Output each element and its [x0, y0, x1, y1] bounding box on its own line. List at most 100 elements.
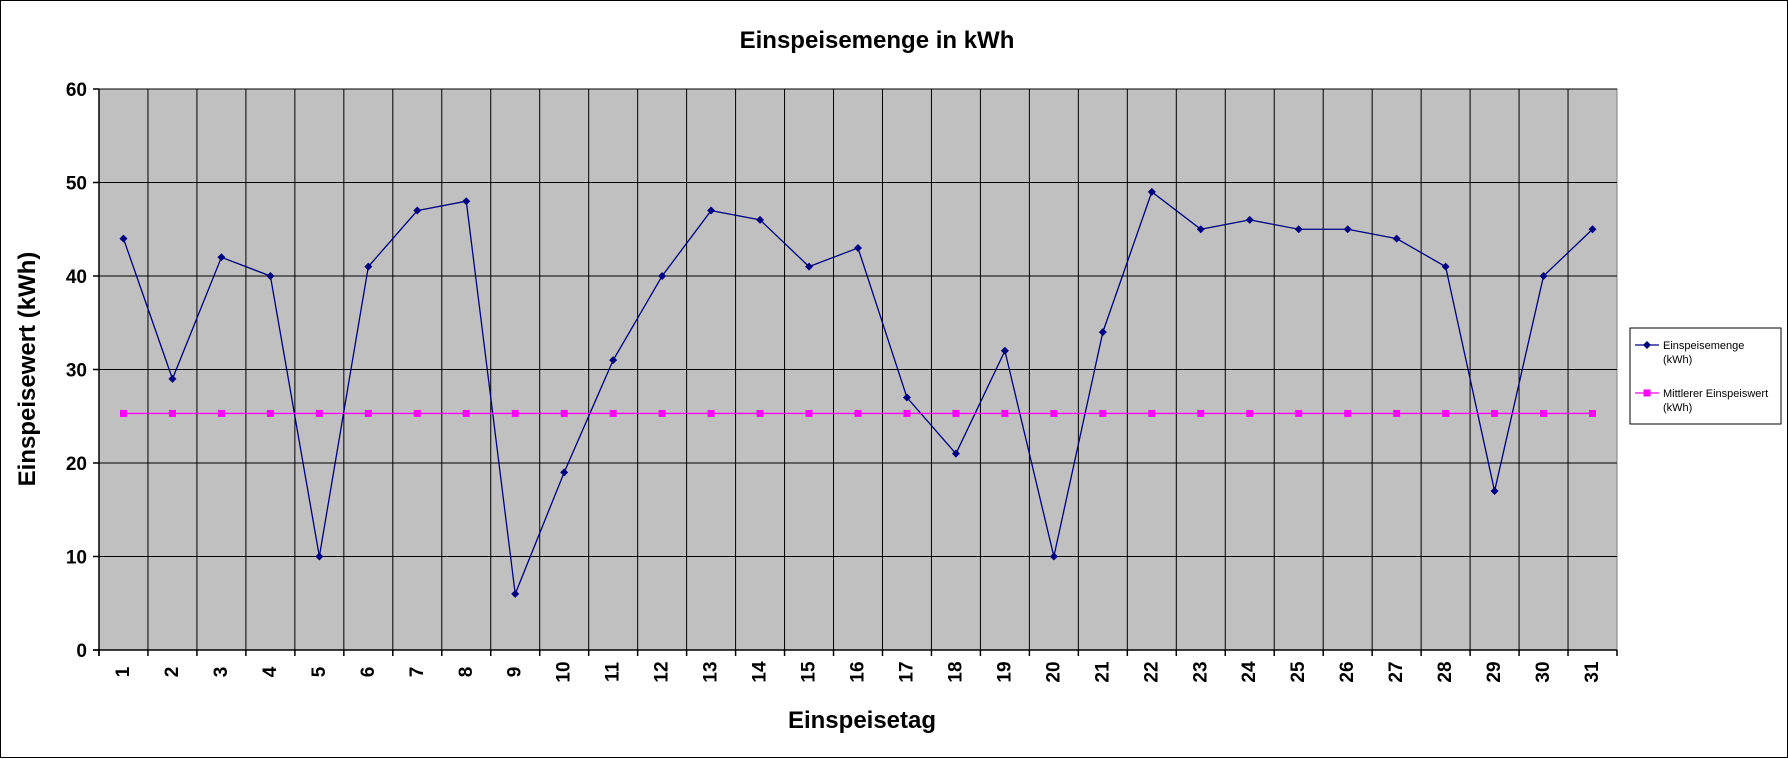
data-point [707, 206, 716, 215]
data-point [119, 234, 128, 243]
series-2 [119, 409, 1597, 417]
x-tick-label: 25 [1288, 661, 1309, 683]
data-point [1344, 409, 1352, 417]
y-tick-label: 40 [66, 267, 87, 288]
y-tick-label: 50 [66, 174, 87, 195]
x-tick-label: 13 [701, 661, 722, 682]
legend: Einspeisemenge (kWh) Mittlerer Einspeiswer… [1629, 327, 1782, 425]
data-point [1148, 409, 1156, 417]
data-point [560, 468, 569, 477]
data-point [1343, 225, 1352, 234]
x-tick-label: 7 [407, 667, 428, 678]
data-point [168, 374, 177, 383]
y-axis-label: Einspeisewert (kWh) [14, 252, 41, 487]
y-tick-label: 20 [66, 454, 87, 475]
y-tick-label: 0 [76, 641, 87, 662]
data-point [952, 409, 960, 417]
gridlines [99, 88, 1617, 650]
data-point [805, 409, 813, 417]
x-tick-label: 18 [945, 661, 966, 682]
axes [93, 89, 1617, 656]
x-axis-label: Einspeisetag [788, 707, 936, 734]
x-tick-label: 22 [1141, 661, 1162, 682]
data-point [560, 409, 568, 417]
x-tick-label: 28 [1435, 661, 1456, 682]
legend-entry-label: Mittlerer Einspeiswert [1663, 388, 1768, 400]
data-point [364, 262, 373, 271]
data-point [1000, 346, 1009, 355]
x-tick-label: 1 [113, 666, 134, 677]
data-point [805, 262, 814, 271]
legend-box [1629, 327, 1782, 425]
data-point [266, 409, 274, 417]
data-point [1540, 409, 1548, 417]
data-point [756, 215, 765, 224]
x-tick-labels: 1 2 3 4 5 6 7 8 9 10 11 12 13 14 15 16 17 18 19 20 21 22 23 24 2… [98, 650, 1618, 683]
x-tick-label: 9 [505, 667, 526, 678]
x-tick-label: 3 [211, 667, 232, 678]
x-tick-label: 12 [652, 661, 673, 682]
data-point [1392, 234, 1401, 243]
x-tick-label: 20 [1043, 661, 1064, 682]
data-point [1147, 187, 1156, 196]
x-tick-label: 21 [1092, 661, 1113, 683]
data-point [854, 409, 862, 417]
series-layer [119, 187, 1597, 598]
x-tick-label: 19 [994, 661, 1015, 682]
data-point [658, 272, 667, 280]
data-point [1245, 215, 1254, 224]
data-point [1442, 409, 1450, 417]
data-point [1491, 409, 1499, 417]
legend-swatch-marker [1643, 389, 1651, 397]
x-tick-label: 26 [1337, 661, 1358, 682]
legend-entry-label: (kWh) [1663, 402, 1692, 414]
data-point [217, 409, 225, 417]
x-tick-label: 23 [1190, 661, 1211, 682]
data-point [658, 409, 666, 417]
legend-swatch-marker [1643, 341, 1651, 349]
data-point [902, 393, 911, 402]
data-point [413, 206, 422, 215]
data-point [1393, 409, 1401, 417]
x-tick-label: 30 [1533, 661, 1554, 682]
data-point [1588, 225, 1597, 234]
x-tick-label: 29 [1484, 661, 1505, 682]
data-point [854, 243, 862, 252]
data-point [609, 356, 618, 365]
data-point [511, 589, 520, 598]
x-tick-label: 2 [162, 667, 183, 678]
data-point [511, 409, 519, 417]
x-tick-label: 14 [750, 661, 771, 683]
data-point [364, 409, 372, 417]
legend-entry-label: (kWh) [1663, 354, 1692, 366]
x-tick-label: 6 [358, 667, 379, 678]
data-point [119, 409, 127, 417]
data-point [903, 409, 911, 417]
data-point [315, 552, 324, 561]
data-point [1295, 409, 1303, 417]
chart-title: Einspeisemenge in kWh [740, 27, 1015, 54]
data-point [217, 253, 226, 262]
data-point [1246, 409, 1254, 417]
data-point [1539, 272, 1548, 280]
data-point [315, 409, 323, 417]
data-point [1294, 225, 1303, 234]
x-tick-label: 8 [456, 667, 477, 678]
data-point [756, 409, 764, 417]
data-point [951, 449, 960, 458]
x-tick-label: 31 [1582, 661, 1603, 683]
x-tick-label: 16 [848, 661, 869, 682]
x-tick-label: 27 [1386, 661, 1407, 682]
x-tick-label: 10 [554, 661, 575, 682]
data-point [1049, 552, 1058, 561]
data-point [1098, 328, 1107, 337]
data-point [1197, 409, 1205, 417]
data-point [168, 409, 176, 417]
data-point [1050, 409, 1058, 417]
x-tick-label: 5 [309, 666, 330, 677]
x-tick-label: 4 [260, 666, 281, 677]
data-point [1589, 409, 1597, 417]
data-point [1001, 409, 1009, 417]
data-point [1196, 225, 1205, 234]
